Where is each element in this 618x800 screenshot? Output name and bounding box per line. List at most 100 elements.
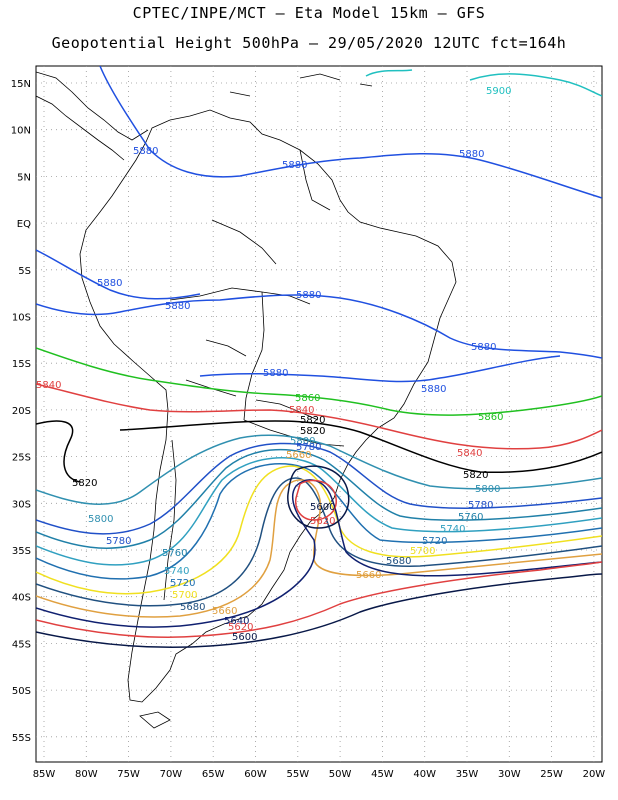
caribbean-islands [229, 73, 373, 97]
contour-5620-low [294, 479, 337, 521]
contour-label: 5900 [486, 86, 511, 97]
longitude-labels: 85W 80W 75W 70W 65W 60W 55W 50W 45W 40W 35W 30W 25W 2… [33, 769, 606, 780]
south-america-coastline [79, 109, 457, 703]
contour-5700 [36, 465, 602, 595]
contour-labels: 5900 5880 5880 5880 5880 5880 5880 5880 … [36, 86, 511, 643]
lat-label: 30S [12, 499, 31, 510]
contour-label: 5880 [459, 149, 484, 160]
contour-5640 [36, 479, 602, 628]
contour-label: 5880 [296, 290, 321, 301]
contour-label: 5600 [232, 632, 257, 643]
lon-label: 30W [498, 769, 521, 780]
height-contours [36, 66, 602, 648]
lat-label: 35S [12, 546, 31, 557]
contour-label: 5860 [478, 412, 503, 423]
contour-label: 5740 [440, 524, 465, 535]
contour-label: 5680 [180, 602, 205, 613]
lon-label: 65W [202, 769, 225, 780]
lat-label: 25S [12, 453, 31, 464]
contour-label: 5620 [310, 516, 335, 527]
lon-label: 60W [244, 769, 267, 780]
contour-5840 [36, 383, 602, 450]
contour-label: 5880 [97, 278, 122, 289]
contour-label: 5820 [300, 426, 325, 437]
contour-label: 5700 [410, 546, 435, 557]
contour-label: 5680 [386, 556, 411, 567]
lat-label: 5S [18, 266, 31, 277]
contour-label: 5780 [296, 442, 321, 453]
contour-label: 5660 [356, 570, 381, 581]
tierra-del-fuego [139, 711, 171, 729]
contour-label: 5880 [165, 301, 190, 312]
contour-label: 5600 [310, 502, 335, 513]
contour-label: 5620 [228, 622, 253, 633]
contour-5740 [36, 457, 602, 566]
contour-5760 [36, 448, 602, 549]
lat-label: EQ [17, 219, 31, 230]
contour-label: 5880 [282, 160, 307, 171]
contour-label: 5880 [263, 368, 288, 379]
contour-label: 5760 [458, 512, 483, 523]
contour-5860 [36, 347, 602, 416]
lon-label: 45W [371, 769, 394, 780]
contour-label: 5660 [212, 606, 237, 617]
contour-label: 5660 [286, 450, 311, 461]
contour-5600 [36, 573, 602, 648]
contour-5620 [36, 561, 602, 638]
central-america-coastline [36, 71, 149, 161]
lon-label: 80W [75, 769, 98, 780]
contour-label: 5820 [72, 478, 97, 489]
contour-5880-south [36, 294, 602, 359]
title-line-2: Geopotential Height 500hPa – 29/05/2020 … [51, 34, 567, 52]
contour-5600-low [287, 465, 350, 529]
contour-5820 [36, 420, 602, 483]
contour-label: 5880 [421, 384, 446, 395]
lat-label: 20S [12, 406, 31, 417]
lat-label: 50S [12, 686, 31, 697]
coastlines [36, 71, 457, 729]
lat-label: 45S [12, 639, 31, 650]
lon-label: 20W [583, 769, 606, 780]
latitude-labels: 15N 10N 5N EQ 5S 10S 15S 20S 25S 30S 35S 40S 45S 50S 5… [11, 79, 31, 744]
contour-label: 5780 [106, 536, 131, 547]
lat-label: 15N [11, 79, 31, 90]
contour-label: 5760 [162, 548, 187, 559]
lat-label: 55S [12, 733, 31, 744]
lon-label: 35W [456, 769, 479, 780]
lat-label: 10S [12, 313, 31, 324]
title-line-1: CPTEC/INPE/MCT – Eta Model 15km – GFS [132, 4, 486, 22]
contour-label: 5800 [88, 514, 113, 525]
contour-label: 5800 [290, 436, 315, 447]
lat-label: 5N [17, 172, 31, 183]
contour-5780 [36, 442, 602, 535]
contour-label: 5860 [295, 393, 320, 404]
lat-label: 15S [12, 359, 31, 370]
contour-label: 5880 [133, 146, 158, 157]
contour-5880-loop [36, 249, 561, 383]
contour-label: 5700 [172, 590, 197, 601]
contour-label: 5720 [170, 578, 195, 589]
contour-label: 5640 [224, 616, 249, 627]
contour-5900 [365, 69, 602, 97]
contour-5880-north [99, 66, 602, 199]
contour-5720 [36, 463, 602, 580]
contour-label: 5740 [164, 566, 189, 577]
lon-label: 55W [286, 769, 309, 780]
contour-label: 5820 [300, 415, 325, 426]
lon-label: 50W [329, 769, 352, 780]
contour-label: 5840 [457, 448, 482, 459]
contour-label: 5720 [422, 536, 447, 547]
lat-label: 10N [11, 126, 31, 137]
contour-label: 5880 [471, 342, 496, 353]
contour-label: 5800 [475, 484, 500, 495]
contour-5800 [36, 434, 602, 505]
contour-label: 5840 [36, 380, 61, 391]
contour-5680 [36, 477, 602, 607]
lon-label: 40W [413, 769, 436, 780]
graticule [36, 66, 602, 762]
contour-label: 5780 [468, 500, 493, 511]
contour-label: 5820 [463, 470, 488, 481]
lon-label: 70W [160, 769, 183, 780]
